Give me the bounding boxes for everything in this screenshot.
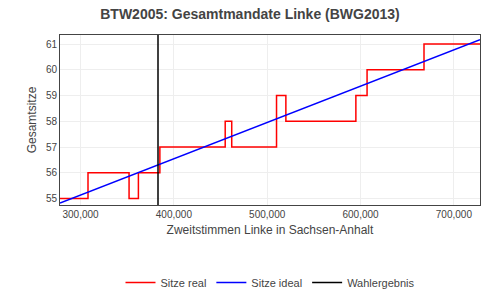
svg-text:300,000: 300,000 <box>62 209 99 220</box>
svg-text:Zweitstimmen Linke in Sachsen-: Zweitstimmen Linke in Sachsen-Anhalt <box>167 223 374 237</box>
svg-text:600,000: 600,000 <box>342 209 379 220</box>
svg-text:Sitze ideal: Sitze ideal <box>251 277 302 289</box>
svg-text:Wahlergebnis: Wahlergebnis <box>347 277 414 289</box>
svg-text:56: 56 <box>46 167 58 178</box>
svg-text:59: 59 <box>46 90 58 101</box>
svg-text:55: 55 <box>46 193 58 204</box>
svg-text:700,000: 700,000 <box>436 209 473 220</box>
svg-text:500,000: 500,000 <box>249 209 286 220</box>
svg-text:57: 57 <box>46 142 58 153</box>
svg-text:61: 61 <box>46 39 58 50</box>
svg-text:58: 58 <box>46 116 58 127</box>
svg-text:60: 60 <box>46 64 58 75</box>
svg-text:Sitze real: Sitze real <box>161 277 207 289</box>
svg-text:BTW2005: Gesamtmandate Linke (: BTW2005: Gesamtmandate Linke (BWG2013) <box>100 6 400 22</box>
svg-text:400,000: 400,000 <box>156 209 193 220</box>
svg-text:Gesamtsitze: Gesamtsitze <box>25 86 39 153</box>
